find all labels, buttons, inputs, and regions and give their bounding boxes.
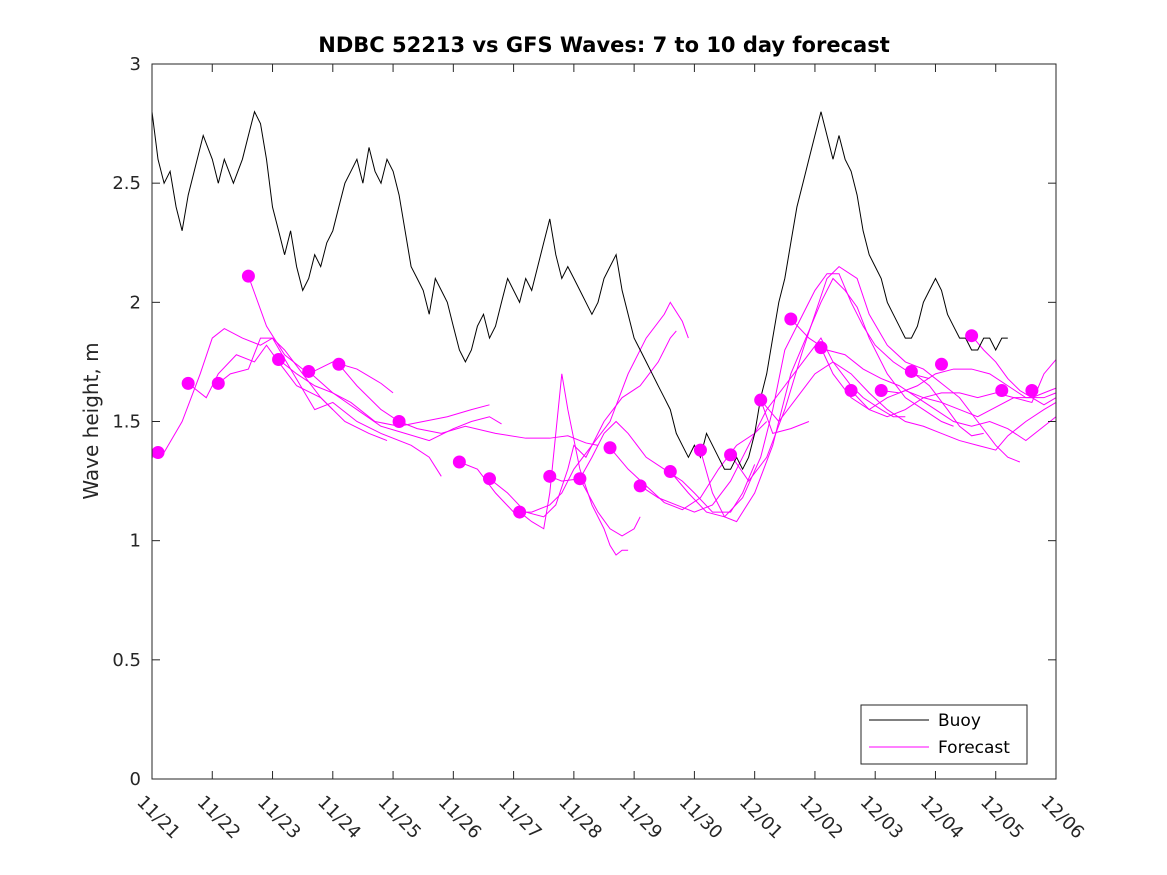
forecast-line-18 [760, 361, 1057, 451]
legend-buoy-label: Buoy [938, 711, 981, 731]
y-tick-label: 1 [130, 531, 141, 552]
forecast-point-5 [272, 353, 286, 367]
x-tick-label: 12/06 [1036, 792, 1088, 844]
forecast-point-19 [754, 393, 768, 407]
chart-title: NDBC 52213 vs GFS Waves: 7 to 10 day for… [318, 33, 889, 57]
forecast-line-15 [669, 273, 930, 518]
forecast-point-18 [724, 448, 738, 462]
forecast-point-28 [1025, 384, 1039, 398]
forecast-point-26 [965, 329, 979, 343]
forecast-line-11 [549, 475, 641, 537]
x-tick-label: 11/23 [253, 792, 305, 844]
forecast-line-5 [278, 359, 502, 442]
forecast-line-3 [217, 337, 442, 477]
forecast-point-15 [633, 479, 647, 493]
forecast-point-22 [844, 384, 858, 398]
forecast-line-16 [699, 277, 954, 523]
forecast-point-4 [241, 269, 255, 283]
forecast-point-10 [482, 472, 496, 486]
forecast-point-27 [995, 384, 1009, 398]
forecast-point-9 [452, 455, 466, 469]
x-tick-label: 11/22 [193, 792, 245, 844]
forecast-point-13 [573, 472, 587, 486]
forecast-point-6 [302, 364, 316, 378]
y-tick-label: 3 [130, 54, 141, 75]
x-tick-label: 11/28 [554, 792, 606, 844]
forecast-line-8 [459, 301, 689, 513]
buoy-line [151, 110, 1008, 471]
x-tick-label: 11/29 [615, 792, 667, 844]
forecast-point-21 [814, 341, 828, 355]
x-tick-label: 12/04 [916, 792, 968, 844]
legend-box [860, 704, 1028, 765]
forecast-line-9 [489, 330, 677, 518]
forecast-line-7 [338, 363, 599, 446]
forecast-point-2 [181, 376, 195, 390]
forecast-point-24 [904, 364, 918, 378]
forecast-line-19 [790, 318, 1057, 442]
forecast-line-4 [247, 275, 394, 394]
forecast-point-8 [392, 415, 406, 428]
forecast-line-14 [639, 337, 906, 513]
forecast-line-13 [609, 421, 768, 511]
forecast-line-21 [850, 359, 1057, 418]
x-tick-label: 11/26 [434, 792, 486, 844]
forecast-point-16 [663, 465, 677, 479]
x-tick-label: 12/01 [735, 792, 787, 844]
forecast-line-10 [519, 373, 629, 556]
x-tick-label: 11/21 [132, 792, 184, 844]
forecast-point-7 [332, 357, 346, 371]
forecast-point-12 [543, 469, 557, 483]
x-tick-label: 12/05 [976, 792, 1028, 844]
y-axis-label: Wave height, m [79, 342, 103, 499]
x-tick-label: 12/02 [795, 792, 847, 844]
x-tick-label: 11/24 [313, 792, 365, 844]
forecast-line-25 [911, 371, 984, 437]
forecast-point-14 [603, 441, 617, 455]
y-tick-label: 2 [130, 292, 141, 313]
forecast-point-17 [693, 443, 707, 457]
x-tick-label: 11/30 [675, 792, 727, 844]
x-tick-label: 11/25 [374, 792, 426, 844]
y-tick-label: 1.5 [112, 412, 141, 433]
forecast-point-20 [784, 312, 798, 326]
y-tick-label: 0.5 [112, 650, 141, 671]
plot-area [151, 64, 1057, 779]
y-tick-label: 0 [130, 769, 141, 790]
forecast-point-3 [211, 376, 225, 390]
forecast-line-23 [971, 335, 1057, 399]
x-tick-label: 12/03 [856, 792, 908, 844]
legend-forecast-label: Forecast [938, 738, 1010, 758]
forecast-point-11 [513, 505, 527, 519]
forecast-point-25 [934, 357, 948, 371]
forecast-line-17 [730, 265, 1021, 482]
forecast-line-24 [760, 399, 810, 435]
forecast-point-1 [151, 445, 165, 459]
y-tick-label: 2.5 [112, 173, 141, 194]
legend: Buoy Forecast [860, 704, 1028, 765]
forecast-point-23 [874, 384, 888, 398]
x-tick-label: 11/27 [494, 792, 546, 844]
